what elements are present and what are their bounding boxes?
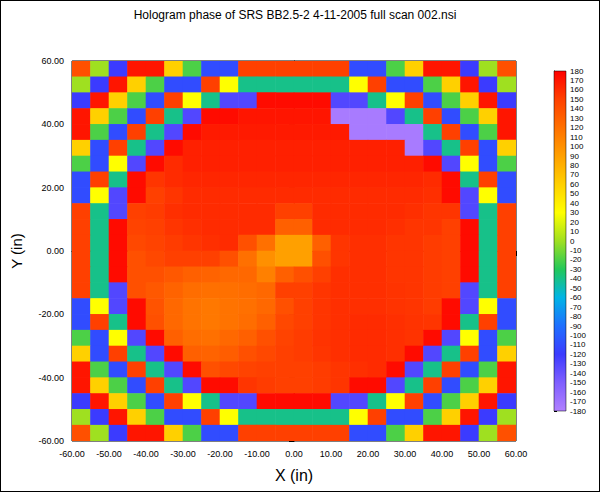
svg-text:-30: -30 [570, 265, 582, 274]
svg-text:-40.00: -40.00 [133, 449, 159, 459]
svg-text:-160: -160 [570, 388, 587, 397]
svg-text:-140: -140 [570, 369, 587, 378]
svg-text:-20: -20 [570, 255, 582, 264]
svg-text:80: 80 [570, 161, 579, 170]
svg-text:-150: -150 [570, 378, 587, 387]
svg-text:-30.00: -30.00 [170, 449, 196, 459]
svg-text:-60: -60 [570, 293, 582, 302]
svg-text:120: 120 [570, 123, 584, 132]
svg-text:60.00: 60.00 [505, 449, 528, 459]
svg-text:20: 20 [570, 218, 579, 227]
svg-text:-40: -40 [570, 274, 582, 283]
svg-text:140: 140 [570, 104, 584, 113]
svg-text:-60.00: -60.00 [38, 436, 64, 446]
svg-text:30.00: 30.00 [394, 449, 417, 459]
svg-text:10.00: 10.00 [320, 449, 343, 459]
svg-text:-40.00: -40.00 [38, 373, 64, 383]
svg-text:0.00: 0.00 [46, 246, 64, 256]
svg-text:-10: -10 [570, 246, 582, 255]
svg-text:-60.00: -60.00 [59, 449, 85, 459]
svg-text:20.00: 20.00 [41, 183, 64, 193]
svg-text:X (in): X (in) [275, 467, 313, 484]
svg-text:-20.00: -20.00 [207, 449, 233, 459]
svg-text:60.00: 60.00 [41, 56, 64, 66]
svg-text:-180: -180 [570, 407, 587, 416]
svg-text:-50: -50 [570, 284, 582, 293]
svg-text:-90: -90 [570, 322, 582, 331]
svg-text:40.00: 40.00 [431, 449, 454, 459]
svg-text:170: 170 [570, 76, 584, 85]
svg-text:Hologram phase of SRS BB2.5-2: Hologram phase of SRS BB2.5-2 4-11-2005 … [134, 8, 457, 22]
svg-text:70: 70 [570, 170, 579, 179]
svg-text:-110: -110 [570, 340, 586, 349]
svg-text:110: 110 [570, 133, 583, 142]
svg-text:Y (in): Y (in) [8, 233, 25, 269]
svg-text:-170: -170 [570, 397, 587, 406]
svg-text:40: 40 [570, 199, 579, 208]
svg-text:40.00: 40.00 [41, 119, 64, 129]
svg-text:150: 150 [570, 95, 584, 104]
svg-text:20.00: 20.00 [357, 449, 380, 459]
svg-text:-10.00: -10.00 [244, 449, 270, 459]
svg-text:-50.00: -50.00 [96, 449, 122, 459]
svg-text:10: 10 [570, 227, 579, 236]
svg-text:-130: -130 [570, 359, 587, 368]
svg-text:90: 90 [570, 152, 579, 161]
svg-text:-70: -70 [570, 303, 582, 312]
svg-text:0.00: 0.00 [285, 449, 303, 459]
svg-text:160: 160 [570, 85, 584, 94]
svg-text:30: 30 [570, 208, 579, 217]
svg-text:180: 180 [570, 67, 584, 76]
svg-text:0: 0 [570, 237, 575, 246]
svg-text:100: 100 [570, 142, 584, 151]
svg-text:-100: -100 [570, 331, 587, 340]
svg-text:50.00: 50.00 [468, 449, 491, 459]
svg-text:-20.00: -20.00 [38, 309, 64, 319]
svg-text:130: 130 [570, 114, 584, 123]
svg-text:50: 50 [570, 189, 579, 198]
svg-text:60: 60 [570, 180, 579, 189]
svg-text:-80: -80 [570, 312, 582, 321]
svg-text:-120: -120 [570, 350, 587, 359]
